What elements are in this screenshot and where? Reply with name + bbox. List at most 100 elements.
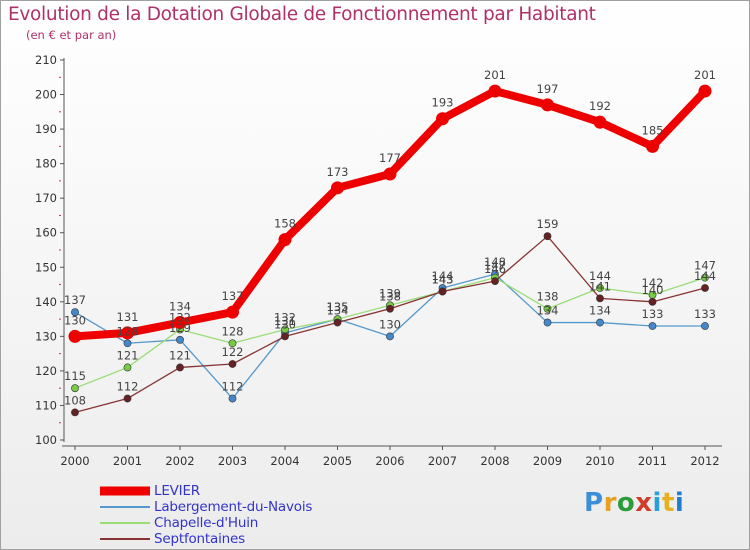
data-label: 134	[537, 304, 559, 318]
x-axis: 2000 2001 2002 2003 2004 2005 2006 2007 2008 2009…	[60, 445, 722, 468]
y-tick-label: 150	[35, 260, 57, 274]
data-point	[491, 277, 499, 285]
data-point	[698, 84, 712, 98]
data-point	[543, 304, 552, 313]
x-tick-label: 2002	[165, 454, 194, 468]
x-tick-label: 2003	[218, 454, 247, 468]
x-tick-label: 2012	[690, 454, 719, 468]
legend-swatch	[100, 522, 150, 524]
data-point	[281, 332, 289, 341]
legend-swatch	[100, 506, 150, 508]
data-label: 185	[642, 123, 664, 137]
data-point	[333, 318, 342, 327]
x-tick-label: 2007	[428, 454, 457, 468]
x-tick-label: 2000	[60, 454, 89, 468]
y-tick-label: 110	[35, 398, 57, 412]
legend-label: LEVIER	[154, 483, 200, 499]
data-label: 130	[379, 317, 401, 331]
data-point	[68, 329, 82, 343]
legend-item: Labergement-du-Navois	[100, 499, 420, 515]
brand-letter: x	[635, 488, 653, 518]
y-tick-label: 190	[35, 122, 57, 136]
data-label: 135	[327, 300, 349, 314]
data-label: 158	[274, 217, 296, 231]
data-point	[596, 318, 604, 327]
data-point	[123, 394, 132, 403]
data-label: 144	[589, 269, 611, 283]
data-label: 121	[117, 348, 139, 362]
proxiti-logo: Proxiti	[584, 488, 684, 518]
data-point	[71, 308, 79, 317]
series-lines	[71, 87, 709, 414]
legend-label: Chapelle-d'Huin	[154, 515, 259, 531]
legend: LEVIER Labergement-du-Navois Chapelle-d'Hu…	[100, 483, 420, 547]
x-tick-label: 2011	[638, 454, 667, 468]
data-label: 144	[432, 269, 454, 283]
data-point	[646, 139, 659, 153]
chart-subtitle: (en € et par an)	[26, 28, 117, 42]
data-point	[123, 363, 132, 372]
data-point	[386, 304, 394, 313]
x-tick-label: 2001	[113, 454, 142, 468]
data-label: 133	[694, 307, 716, 321]
data-point	[648, 322, 657, 330]
brand-letter: i	[652, 488, 662, 518]
data-label: 134	[169, 300, 191, 314]
data-label: 146	[484, 262, 506, 276]
data-point	[173, 316, 187, 330]
data-point	[226, 305, 239, 319]
data-point	[383, 167, 397, 181]
y-tick-label: 130	[35, 329, 57, 343]
data-label: 197	[537, 82, 559, 96]
data-label: 131	[117, 310, 139, 324]
data-label: 121	[169, 348, 191, 362]
data-point	[648, 297, 657, 306]
chart-title: Evolution de la Dotation Globale de Fonc…	[8, 4, 596, 25]
brand-letter: P	[584, 488, 604, 518]
data-point	[123, 339, 132, 348]
data-point	[71, 384, 79, 393]
data-label: 130	[64, 313, 86, 327]
data-label: 108	[64, 393, 86, 407]
brand-letter: r	[603, 488, 617, 518]
brand-letter: i	[674, 488, 685, 518]
data-label: 128	[117, 324, 139, 338]
y-tick-label: 160	[35, 226, 57, 240]
data-point	[541, 98, 554, 112]
x-tick-label: 2004	[270, 454, 299, 468]
data-label: 138	[379, 290, 401, 304]
data-label: 129	[169, 321, 191, 335]
data-label: 140	[642, 283, 664, 297]
data-label: 139	[379, 286, 401, 300]
data-point	[701, 322, 709, 330]
data-point	[488, 84, 502, 98]
data-label: 122	[222, 345, 244, 359]
data-point	[593, 115, 607, 129]
data-label: 133	[642, 307, 664, 321]
data-label: 148	[484, 255, 506, 269]
data-point	[71, 408, 79, 417]
data-label: 112	[117, 380, 139, 394]
data-label: 141	[589, 279, 611, 293]
y-tick-label: 120	[35, 364, 57, 378]
y-tick-label: 170	[35, 191, 57, 205]
data-label: 159	[537, 217, 559, 231]
data-label: 115	[64, 369, 86, 383]
data-point	[543, 232, 552, 241]
data-label: 147	[484, 259, 506, 273]
data-label: 134	[327, 304, 349, 318]
data-label: 177	[379, 151, 401, 165]
brand-letter: o	[616, 488, 636, 518]
y-tick-label: 210	[35, 53, 57, 67]
data-point	[121, 326, 134, 340]
data-label: 138	[537, 290, 559, 304]
data-label: 131	[274, 314, 296, 328]
data-label: 130	[274, 317, 296, 331]
brand-letter: t	[661, 488, 675, 518]
legend-swatch	[100, 538, 150, 540]
data-point	[701, 284, 709, 292]
y-tick-label: 200	[35, 88, 57, 102]
data-point	[596, 294, 604, 303]
data-label: 193	[432, 96, 454, 110]
x-tick-label: 2008	[480, 454, 509, 468]
